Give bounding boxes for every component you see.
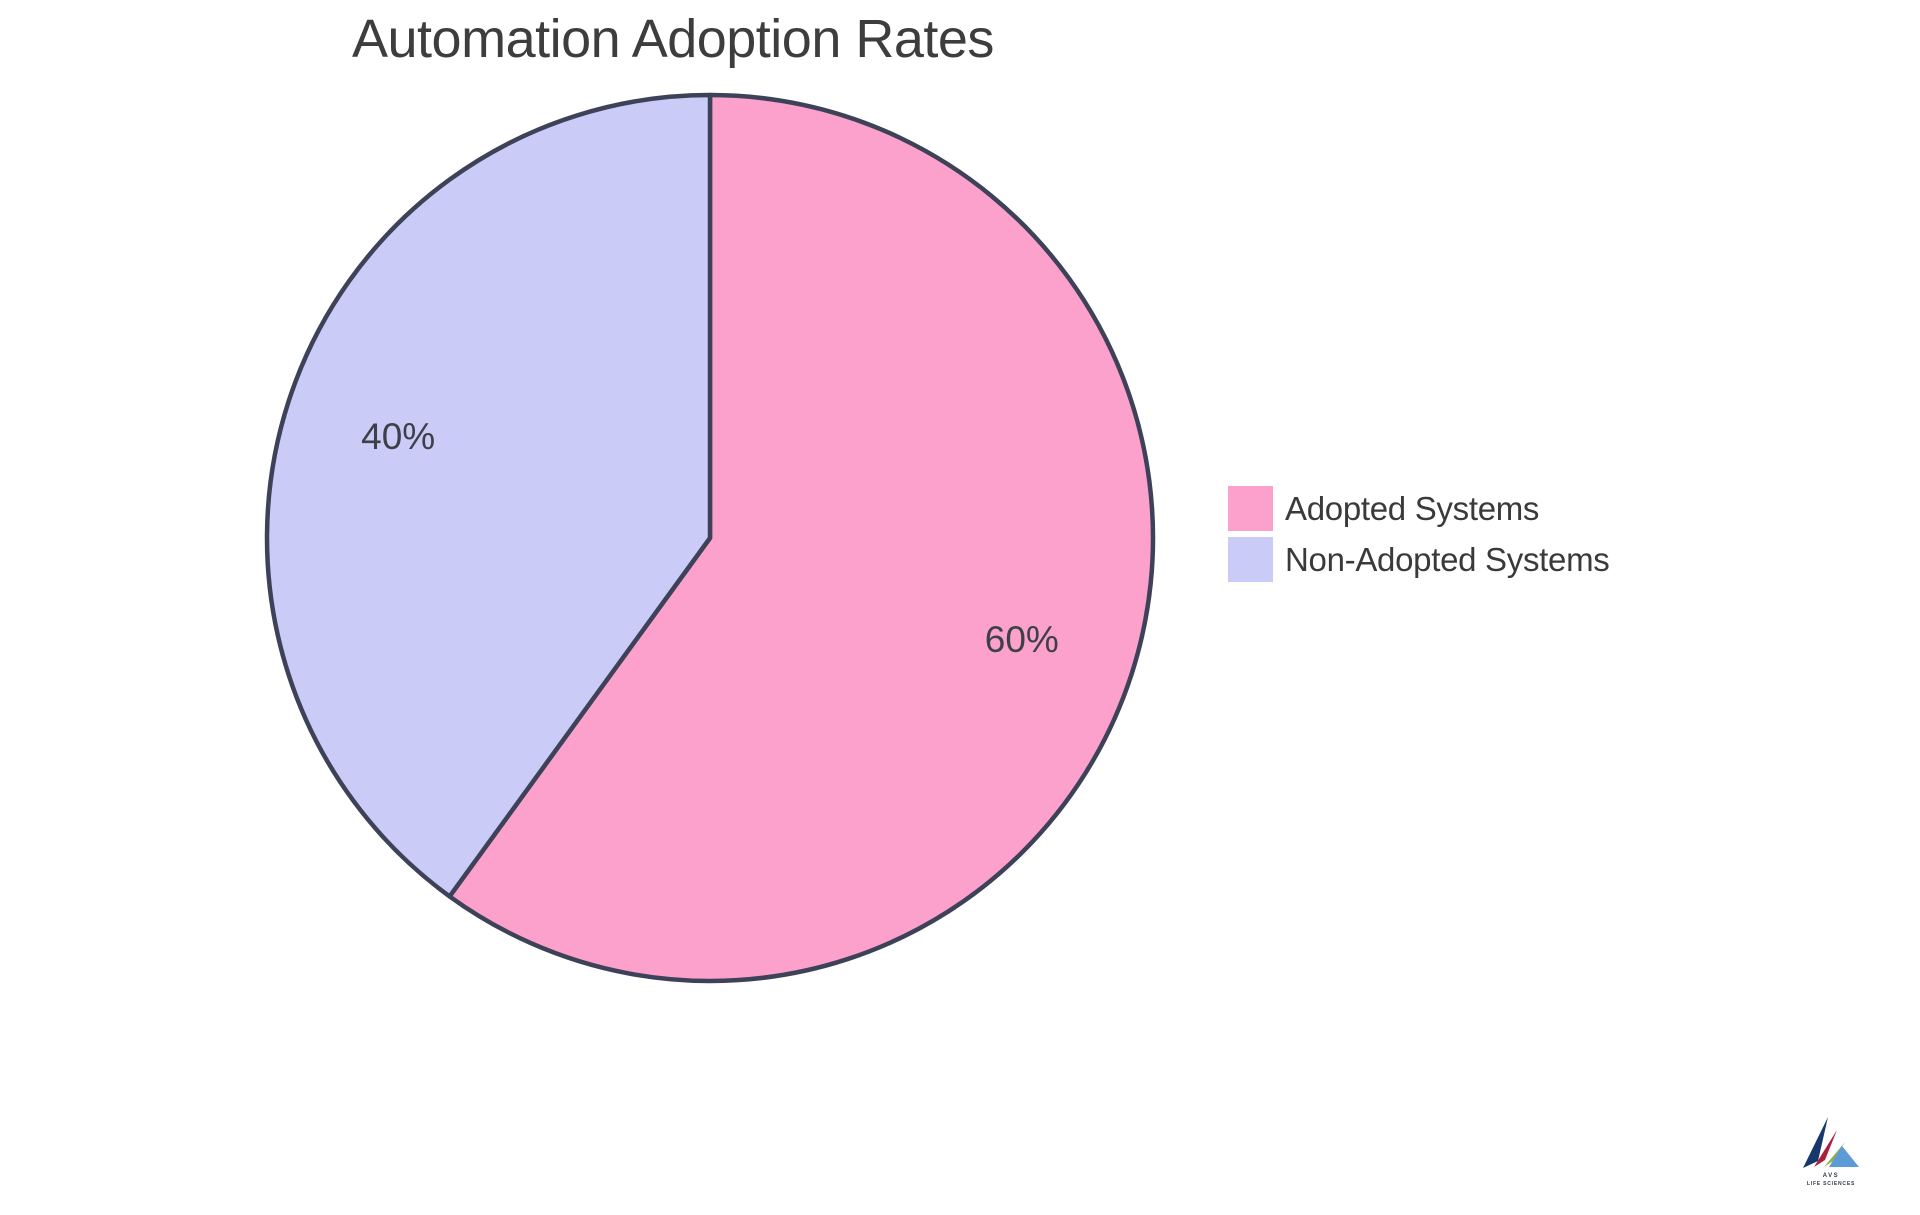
pie-percentage-label-0: 60% [985,619,1059,660]
chart-title: Automation Adoption Rates [352,9,994,69]
pie-slice-0[interactable] [447,92,1156,984]
logo-shard-navy-icon [1803,1117,1828,1168]
pie-chart: 60% 40% [264,92,1156,984]
logo-shard-green-icon [1824,1142,1845,1167]
legend-swatch-adopted-systems[interactable] [1228,486,1273,531]
logo-shard-crimson-icon [1814,1130,1837,1167]
legend-label-non-adopted-systems: Non-Adopted Systems [1285,540,1610,578]
legend-label-adopted-systems: Adopted Systems [1285,489,1540,527]
logo-text-line2: LIFE SCIENCES [1807,1181,1855,1187]
legend-item-non-adopted-systems[interactable]: Non-Adopted Systems [1228,537,1610,582]
legend-swatch-non-adopted-systems[interactable] [1228,537,1273,582]
logo-shard-blue-icon [1829,1146,1859,1167]
pie-slice-1[interactable] [264,92,713,899]
logo-text-line1: AVS [1823,1173,1839,1179]
legend: Adopted Systems Non-Adopted Systems [1228,486,1610,582]
pie-percentage-label-1: 40% [361,416,435,457]
avs-life-sciences-logo: AVS LIFE SCIENCES [1803,1117,1859,1187]
legend-item-adopted-systems[interactable]: Adopted Systems [1228,486,1609,531]
